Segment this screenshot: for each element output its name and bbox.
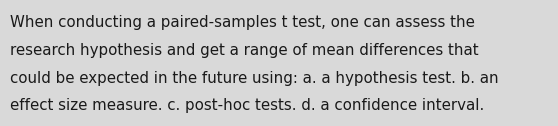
Text: could be expected in the future using: a. a hypothesis test. b. an: could be expected in the future using: a…	[10, 71, 499, 86]
Text: effect size measure. c. post-hoc tests. d. a confidence interval.: effect size measure. c. post-hoc tests. …	[10, 98, 484, 113]
Text: research hypothesis and get a range of mean differences that: research hypothesis and get a range of m…	[10, 43, 479, 58]
Text: When conducting a paired-samples t test, one can assess the: When conducting a paired-samples t test,…	[10, 15, 475, 30]
